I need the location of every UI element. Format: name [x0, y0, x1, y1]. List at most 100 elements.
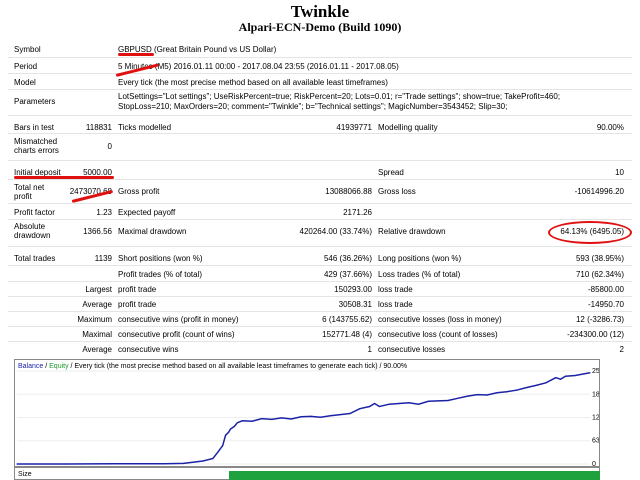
gross-loss-label: Gross loss: [378, 187, 416, 196]
balance-point: [467, 395, 469, 397]
divider: [8, 179, 632, 180]
loss-trades-label: Loss trades (% of total): [378, 270, 461, 279]
chart-legend: Balance / Equity / Every tick (the most …: [18, 362, 407, 371]
largest-loss-value: -85800.00: [587, 285, 624, 294]
max-drawdown-value: 420264.00 (33.74%): [299, 227, 373, 236]
divider: [8, 89, 632, 90]
symbol-label: Symbol: [14, 45, 41, 54]
net-label-2: profit: [14, 192, 32, 201]
short-positions-label: Short positions (won %): [118, 254, 203, 263]
balance-point: [555, 377, 557, 379]
balance-point: [212, 457, 214, 460]
balance-point: [290, 418, 292, 420]
gross-loss-value: -10614996.20: [574, 187, 624, 196]
balance-point: [241, 420, 243, 422]
max-consec-loss-value: -234300.00 (12): [567, 330, 624, 339]
net-value: 2473070.68: [69, 187, 112, 196]
balance-point: [233, 425, 235, 427]
balance-point: [217, 451, 219, 453]
profit-trades-value: 429 (37.66%): [323, 270, 372, 279]
maximum-prefix: Maximum: [77, 315, 112, 324]
largest-profit-label: profit trade: [118, 285, 157, 294]
annotation-circle-relative-drawdown: [548, 221, 632, 244]
profit-factor-label: Profit factor: [14, 208, 55, 217]
long-positions-label: Long positions (won %): [378, 254, 462, 263]
y-tick-label: 2521035: [592, 368, 599, 375]
balance-point: [560, 378, 562, 380]
parameters-line-1: LotSettings="Lot settings"; UseRiskPerce…: [118, 92, 561, 101]
long-positions-value: 593 (38.95%): [575, 254, 624, 263]
size-panel: Size: [0, 467, 640, 480]
divider: [8, 246, 632, 247]
annotation-underline-deposit: [14, 176, 114, 179]
gross-profit-label: Gross profit: [118, 187, 160, 196]
balance-point: [228, 431, 230, 433]
avg-consec-losses-value: 2: [619, 345, 624, 354]
balance-point: [310, 415, 312, 417]
period-value: 5 Minutes (M5) 2016.01.11 00:00 - 2017.0…: [118, 62, 399, 71]
max-consec-wins-label: consecutive wins (profit in money): [118, 315, 239, 324]
ticks-label: Ticks modelled: [118, 123, 172, 132]
max-consec-losses-value: 12 (-3286.73): [575, 315, 624, 324]
balance-point: [574, 374, 576, 377]
net-label-1: Total net: [14, 183, 45, 192]
balance-point: [373, 402, 376, 405]
avg-consec-wins-label: consecutive wins: [118, 345, 179, 354]
bars-label: Bars in test: [14, 123, 55, 132]
divider: [8, 115, 632, 116]
divider: [8, 265, 632, 266]
balance-point: [329, 415, 331, 417]
balance-point: [261, 418, 263, 420]
balance-point: [476, 394, 478, 396]
relative-drawdown-label: Relative drawdown: [378, 227, 446, 236]
balance-point: [564, 375, 567, 377]
balance-point: [589, 372, 591, 374]
abs-drawdown-value: 1366.56: [83, 227, 112, 236]
spread-label: Spread: [378, 168, 404, 177]
balance-point: [280, 417, 283, 419]
report-subtitle: Alpari-ECN-Demo (Build 1090): [238, 20, 402, 34]
balance-point: [408, 402, 410, 404]
balance-point: [398, 402, 400, 405]
report-title: Twinkle: [290, 2, 350, 21]
parameters-line-2: StopLoss=210; MaxOrders=20; comment="Twi…: [118, 102, 508, 111]
ticks-value: 41939771: [336, 123, 372, 132]
balance-line: [17, 372, 591, 465]
model-label: Model: [14, 78, 36, 87]
max-consec-profit-value: 152771.48 (4): [322, 330, 372, 339]
divider: [8, 281, 632, 282]
period-label: Period: [14, 62, 38, 71]
avg-consec-wins-value: 1: [367, 345, 372, 354]
avg-consec-losses-label: consecutive losses: [378, 345, 446, 354]
size-box: Size: [14, 467, 600, 480]
divider: [8, 133, 632, 134]
y-tick-label: 1890776: [592, 391, 599, 398]
mismatched-value: 0: [107, 142, 112, 151]
balance-point: [584, 373, 586, 375]
balance-point: [496, 392, 498, 394]
balance-point: [369, 405, 371, 408]
gross-profit-value: 13088066.88: [325, 187, 372, 196]
expected-payoff-label: Expected payoff: [118, 208, 176, 217]
spread-value: 10: [615, 168, 624, 177]
average-profit-label: profit trade: [118, 300, 157, 309]
symbol-value: GBPUSD (Great Britain Pound vs US Dollar…: [118, 45, 277, 54]
balance-point: [271, 418, 273, 420]
balance-chart: Balance / Equity / Every tick (the most …: [14, 359, 600, 467]
balance-point: [225, 434, 227, 436]
deposit-label: Initial deposit: [14, 168, 61, 177]
model-value: Every tick (the most precise method base…: [118, 78, 388, 87]
abs-drawdown-label-1: Absolute: [14, 222, 46, 231]
profit-factor-value: 1.23: [96, 208, 112, 217]
balance-point: [16, 463, 18, 465]
average-loss-value: -14950.70: [587, 300, 624, 309]
balance-point: [486, 394, 488, 396]
balance-point: [427, 400, 429, 402]
balance-point: [339, 414, 341, 416]
balance-point: [437, 400, 439, 402]
y-tick-label: 1260517: [592, 415, 599, 422]
mismatched-label-2: charts errors: [14, 146, 59, 155]
divider: [8, 160, 632, 161]
max-drawdown-label: Maximal drawdown: [118, 227, 187, 236]
profit-trades-label: Profit trades (% of total): [118, 270, 203, 279]
